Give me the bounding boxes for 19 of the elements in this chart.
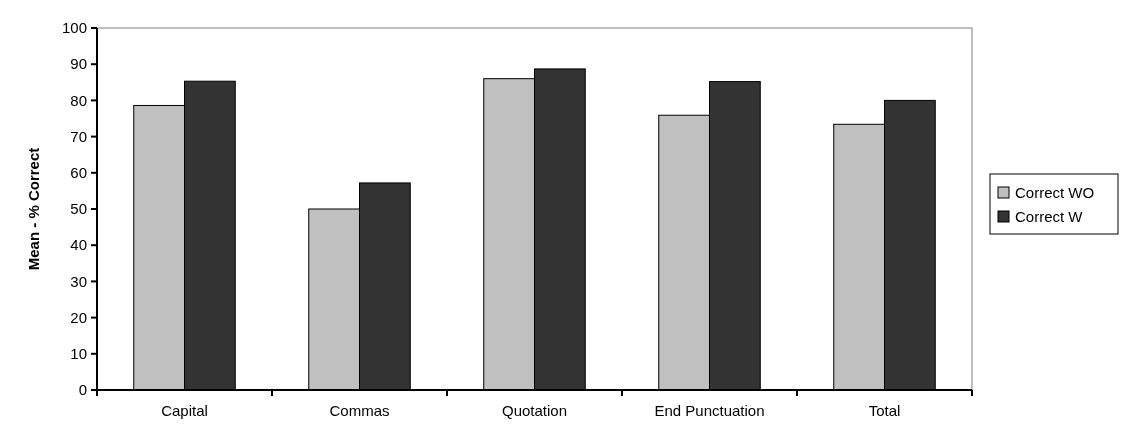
legend-label: Correct WO bbox=[1015, 184, 1095, 202]
y-tick-label: 70 bbox=[70, 127, 87, 145]
y-tick-label: 30 bbox=[70, 272, 87, 290]
x-tick-label: Total bbox=[868, 402, 901, 419]
y-tick-label: 20 bbox=[70, 308, 87, 326]
y-tick-label: 10 bbox=[70, 345, 87, 363]
y-tick-label: 50 bbox=[70, 200, 87, 218]
x-tick-label: Quotation bbox=[501, 402, 568, 419]
y-tick-label: 80 bbox=[70, 91, 87, 109]
y-tick-label: 60 bbox=[70, 164, 87, 182]
y-tick-label: 90 bbox=[70, 55, 87, 73]
legend-label: Correct W bbox=[1015, 208, 1084, 226]
y-tick-label: 40 bbox=[70, 236, 87, 254]
y-tick-label: 0 bbox=[78, 381, 87, 399]
x-tick-label: Commas bbox=[329, 402, 390, 419]
y-axis-title: Mean - % Correct bbox=[25, 147, 42, 271]
x-tick-label: Capital bbox=[161, 402, 208, 419]
y-tick-label: 100 bbox=[61, 19, 87, 37]
x-tick-label: End Punctuation bbox=[654, 402, 765, 419]
